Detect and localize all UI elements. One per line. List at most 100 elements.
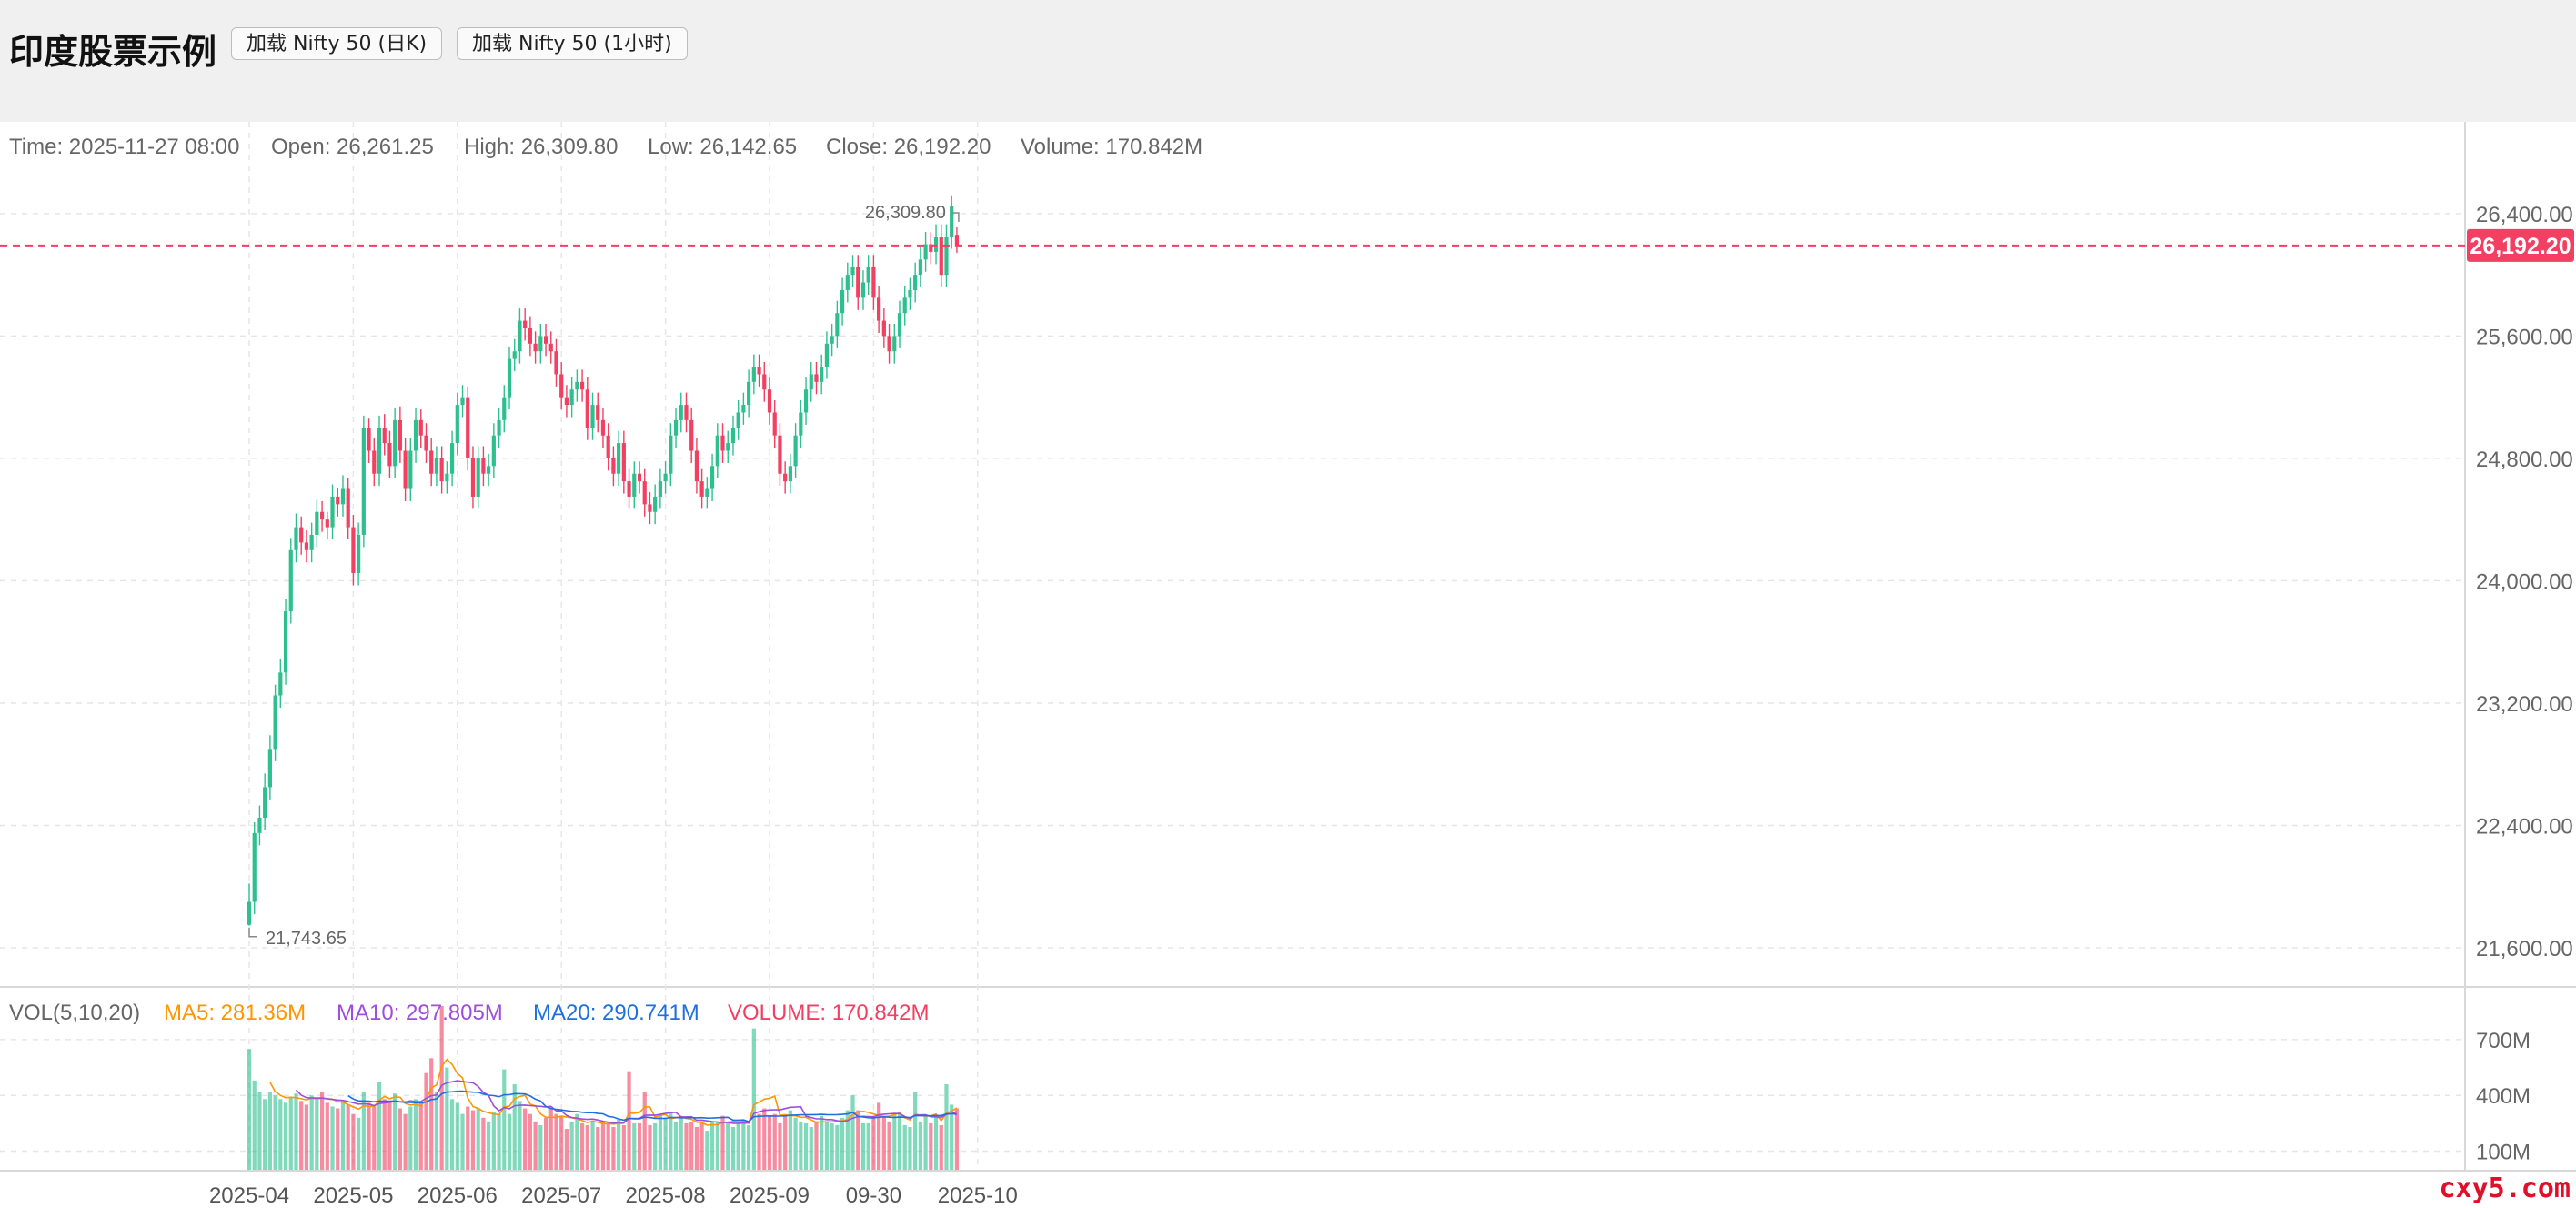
volume-bar <box>939 1124 943 1170</box>
candle-body <box>913 275 918 290</box>
volume-bar <box>418 1102 423 1170</box>
candle-body <box>887 336 891 352</box>
candle-body <box>476 458 480 497</box>
volume-bar <box>669 1112 673 1170</box>
candle-body <box>429 450 434 474</box>
volume-bar <box>455 1102 459 1170</box>
candle-body <box>856 267 860 298</box>
candle-body <box>705 488 709 497</box>
volume-bar <box>653 1122 658 1170</box>
info-open: Open: 26,261.25 <box>271 135 434 159</box>
volume-bar <box>621 1124 626 1170</box>
candle-body <box>377 428 382 474</box>
candle-body <box>418 419 423 436</box>
main-pane <box>0 122 2576 986</box>
candle-body <box>611 458 616 474</box>
candle-body <box>726 443 730 451</box>
volume-bar <box>709 1121 715 1170</box>
candle-body <box>393 419 397 467</box>
candle-body <box>673 419 679 436</box>
volume-bar <box>830 1122 834 1170</box>
candle-body <box>689 419 694 451</box>
volume-bar <box>382 1099 387 1170</box>
candle-body <box>325 519 329 528</box>
info-low: Low: 26,142.65 <box>648 135 798 159</box>
volume-bar <box>715 1121 719 1170</box>
candle-body <box>579 381 585 390</box>
volume-bar <box>856 1110 860 1170</box>
candle-body <box>590 405 595 428</box>
volume-bar <box>793 1117 798 1170</box>
volume-bar <box>299 1101 304 1170</box>
volume-bar <box>747 1124 751 1170</box>
load-nifty-daily-button[interactable]: 加载 Nifty 50 (日K) <box>231 27 443 60</box>
volume-bar <box>648 1124 652 1170</box>
volume-bar <box>642 1092 647 1170</box>
volume-bar <box>304 1104 309 1170</box>
candle-body <box>642 481 647 505</box>
volume-bar <box>684 1122 689 1170</box>
time-axis <box>0 1172 2576 1208</box>
volume-bar <box>897 1112 902 1170</box>
volume-bar <box>528 1113 532 1170</box>
volume-bar <box>575 1113 579 1170</box>
candle-body <box>585 389 589 428</box>
price-tick-label: 25,600.00 <box>2476 325 2573 349</box>
watermark-logo: cxy5.com <box>2439 1173 2571 1204</box>
candle-body <box>923 244 928 260</box>
candle-body <box>866 267 870 283</box>
candle-body <box>824 343 830 367</box>
volume-bar <box>315 1099 319 1170</box>
volume-bar <box>596 1126 600 1170</box>
volume-bar <box>757 1113 761 1170</box>
candle-body <box>772 412 777 436</box>
volume-bar <box>881 1115 886 1170</box>
candle-body <box>757 367 761 375</box>
candle-body <box>548 343 553 352</box>
max-price-marker <box>951 212 960 223</box>
time-tick-label: 09-30 <box>846 1183 901 1208</box>
volume-bar <box>429 1058 434 1170</box>
volume-bar <box>413 1099 418 1170</box>
candle-body <box>871 267 876 298</box>
candle-body <box>309 534 314 550</box>
candle-body <box>600 419 606 436</box>
max-price-label: 26,309.80 <box>865 203 946 223</box>
volume-bar <box>814 1121 819 1170</box>
volume-bar <box>590 1121 595 1170</box>
candle-body <box>653 496 658 512</box>
volume-bar <box>741 1119 746 1170</box>
candle-body <box>881 320 886 337</box>
load-nifty-hourly-button[interactable]: 加载 Nifty 50 (1小时) <box>457 27 688 60</box>
candle-body <box>820 367 824 382</box>
candle-body <box>564 397 569 406</box>
candle-body <box>278 672 283 696</box>
candle-body <box>939 237 943 276</box>
volume-bar <box>408 1106 413 1170</box>
candle-body <box>575 381 579 390</box>
volume-bar <box>372 1106 377 1170</box>
candle-body <box>918 259 922 276</box>
candle-body <box>387 443 392 467</box>
volume-bar <box>788 1110 792 1170</box>
volume-bar <box>783 1113 788 1170</box>
candle-body <box>449 443 455 474</box>
volume-tick-label: 400M <box>2476 1084 2531 1109</box>
candle-body <box>267 749 272 788</box>
volume-bar <box>445 1067 449 1170</box>
toolbar-header: 印度股票示例 加载 Nifty 50 (日K) 加载 Nifty 50 (1小时… <box>0 0 2576 122</box>
candle-body <box>351 527 356 574</box>
volume-bar <box>470 1110 476 1170</box>
volume-bar <box>585 1124 589 1170</box>
candle-body <box>408 450 413 489</box>
candle-body <box>361 428 366 535</box>
volume-bar <box>434 1092 439 1170</box>
candle-body <box>767 389 772 413</box>
candle-body <box>845 275 850 290</box>
info-volume: Volume: 170.842M <box>1021 135 1203 159</box>
volume-bar <box>340 1101 346 1170</box>
candle-body <box>632 473 637 497</box>
price-tick-label: 23,200.00 <box>2476 692 2573 717</box>
candle-body <box>902 297 907 314</box>
